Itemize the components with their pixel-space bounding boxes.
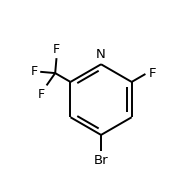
Text: F: F (30, 65, 38, 78)
Text: Br: Br (94, 154, 108, 167)
Text: N: N (96, 48, 106, 61)
Text: F: F (149, 67, 156, 80)
Text: F: F (37, 88, 44, 101)
Text: F: F (53, 43, 60, 56)
